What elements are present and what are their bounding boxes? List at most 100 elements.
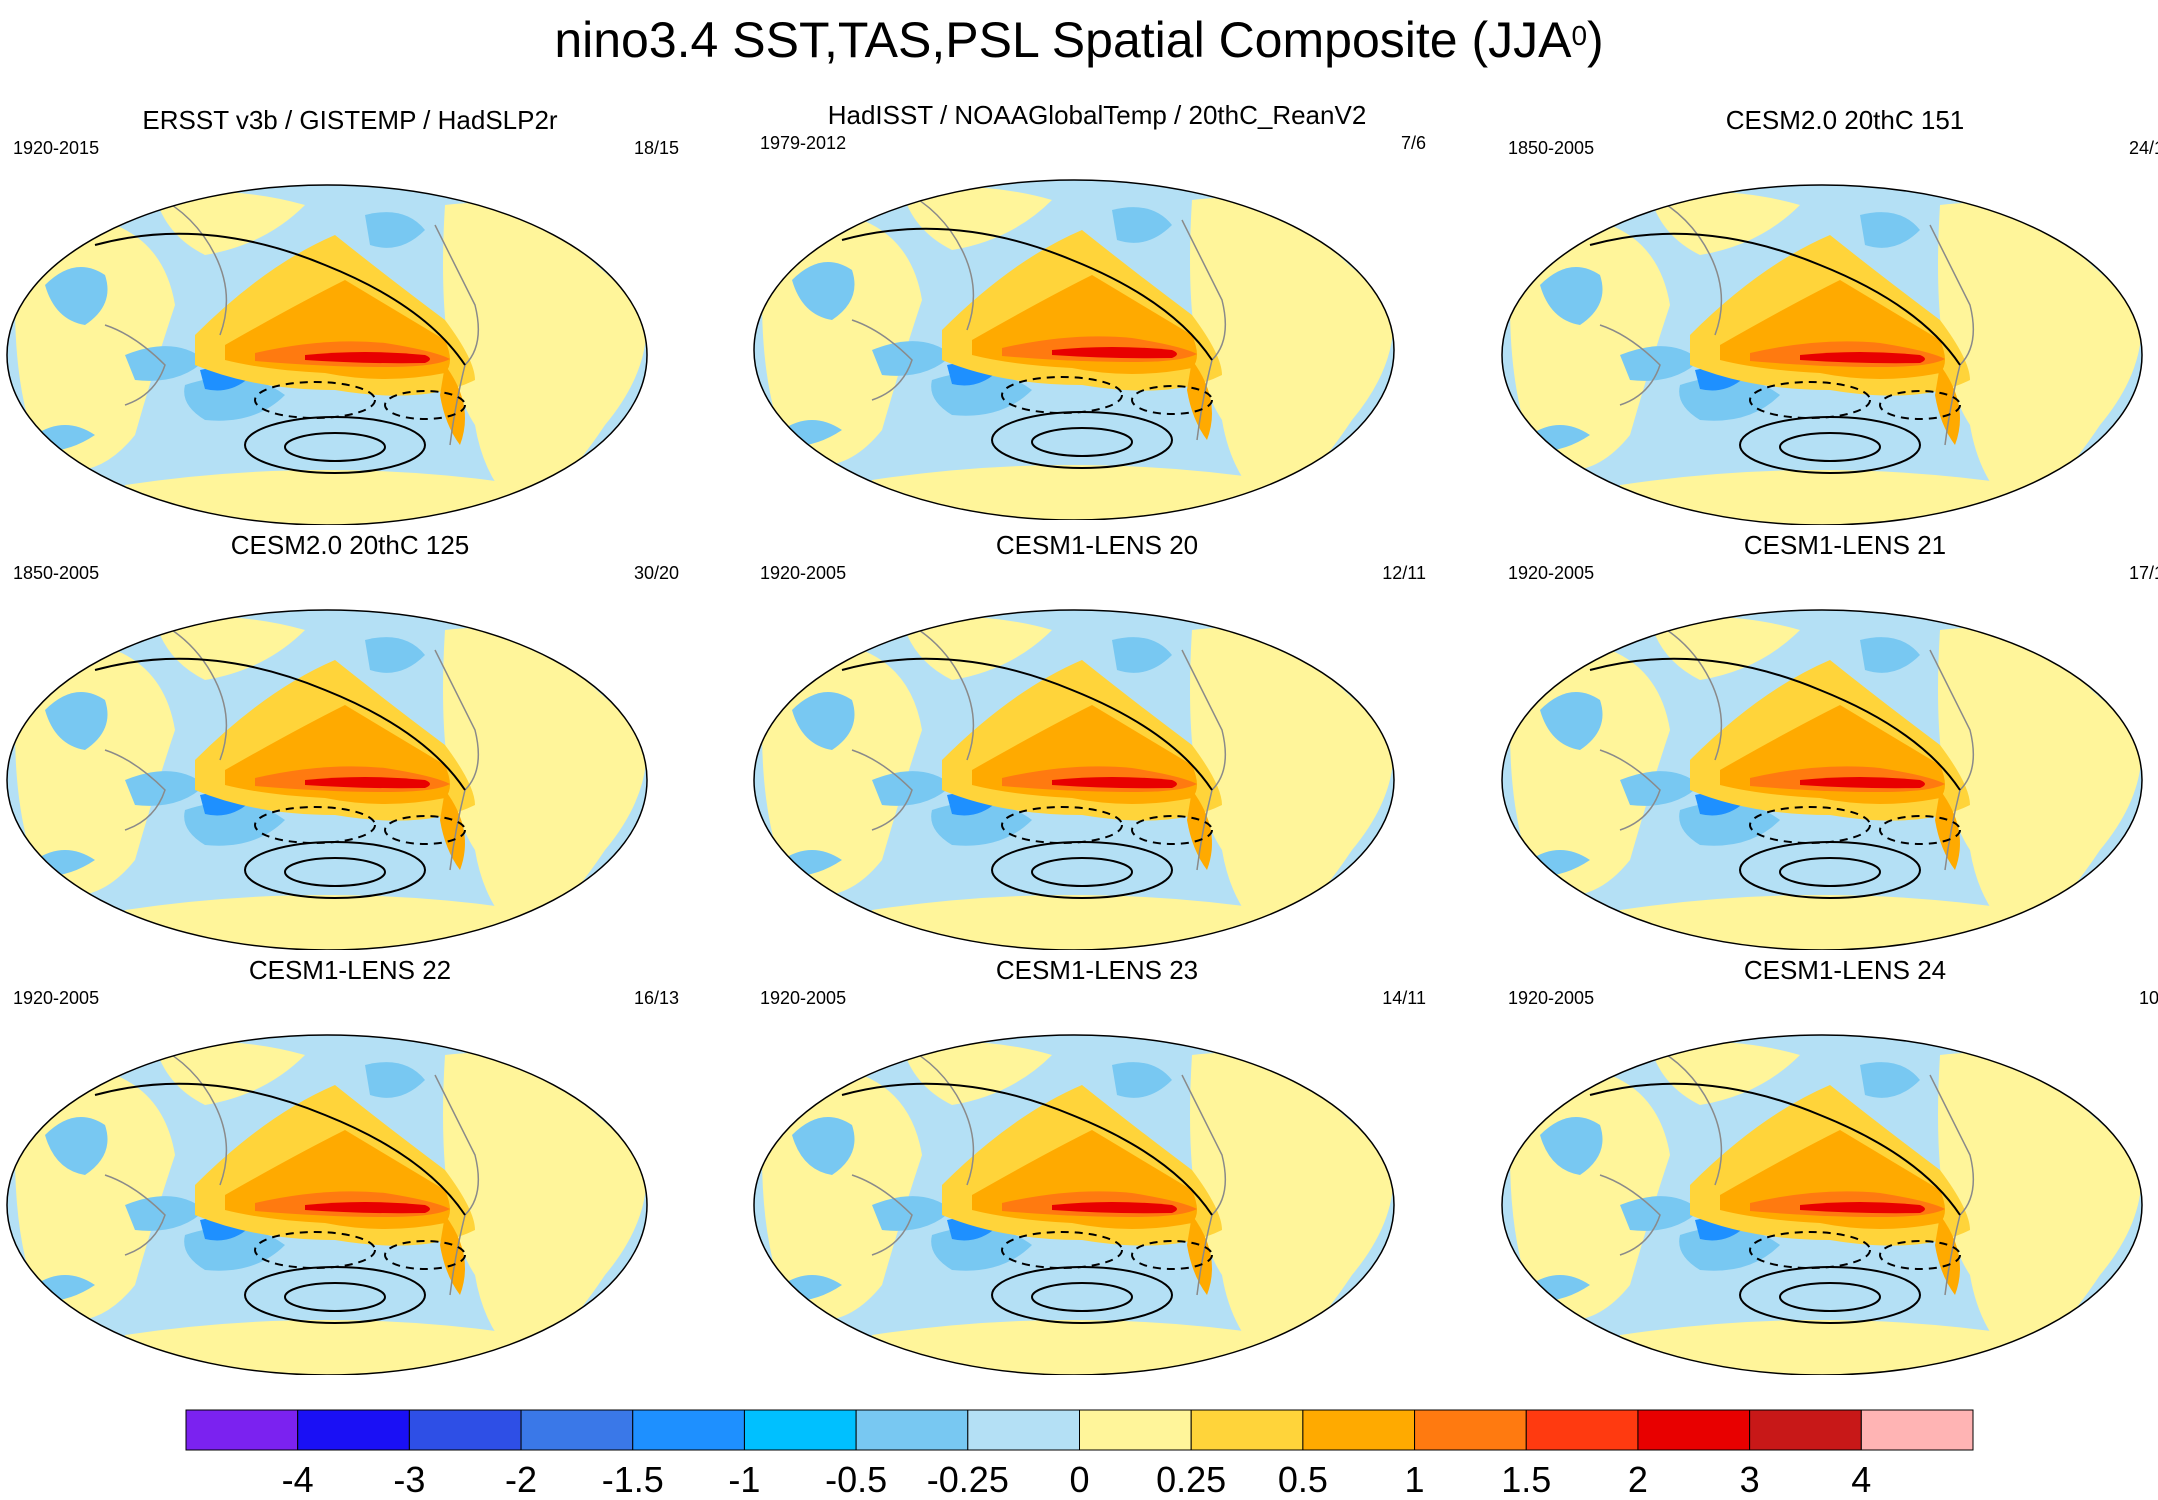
- colorbar-label: 0.25: [1156, 1459, 1226, 1500]
- map-panel: CESM1-LENS 22 1920-2005 16/13: [5, 955, 695, 1375]
- colorbar-label: 1.5: [1501, 1459, 1551, 1500]
- colorbar-swatch: [1637, 1409, 1751, 1451]
- map-plot: [1501, 609, 2143, 950]
- negative-anomaly: [1112, 1062, 1172, 1098]
- psl-contour-negative: [384, 815, 466, 845]
- negative-anomaly: [1540, 692, 1603, 750]
- negative-anomaly: [872, 771, 952, 806]
- colorbar-label: -2: [505, 1459, 537, 1500]
- positive-anomaly: [1800, 777, 1925, 789]
- negative-anomaly: [1860, 1062, 1920, 1098]
- psl-contour-negative: [254, 381, 376, 419]
- coastline: [1929, 649, 1975, 871]
- panel-title: ERSST v3b / GISTEMP / HadSLP2r: [142, 105, 558, 135]
- map-panel: HadISST / NOAAGlobalTemp / 20thC_ReanV2 1…: [752, 100, 1442, 520]
- figure-title-superscript: 0: [1571, 20, 1588, 51]
- land-anomaly: [902, 186, 1052, 250]
- colorbar-label: 0: [1069, 1459, 1089, 1500]
- colorbar-swatch: [967, 1409, 1080, 1451]
- map-outline: [753, 1034, 1395, 1375]
- panel-title: HadISST / NOAAGlobalTemp / 20thC_ReanV2: [827, 100, 1367, 130]
- psl-contour-negative: [1879, 1240, 1961, 1270]
- panel-years: 1920-2005: [760, 563, 847, 583]
- negative-anomaly: [792, 262, 855, 320]
- colorbar-swatch: [1525, 1409, 1639, 1451]
- map-plot: [6, 609, 648, 950]
- map-plot: [753, 1034, 1395, 1375]
- negative-anomaly: [1540, 1117, 1603, 1175]
- land-anomaly: [125, 470, 525, 525]
- negative-anomaly: [365, 212, 425, 248]
- coastline: [1599, 749, 1661, 831]
- map-outline: [6, 609, 648, 950]
- colorbar-swatch: [1190, 1409, 1304, 1451]
- map-outline: [6, 184, 648, 525]
- colorbar-label: -3: [393, 1459, 425, 1500]
- land-anomaly: [443, 628, 647, 940]
- map-panel: CESM1-LENS 20 1920-2005 12/11: [752, 530, 1442, 950]
- positive-anomaly: [440, 365, 465, 445]
- map-plot: [1501, 1034, 2143, 1375]
- colorbar-swatch: [743, 1409, 857, 1451]
- panel-title: CESM2.0 20thC 151: [1725, 105, 1965, 135]
- colorbar-swatch: [1860, 1409, 1974, 1451]
- map-field: [1502, 1035, 2142, 1375]
- coastline: [901, 619, 975, 761]
- land-anomaly: [155, 1041, 305, 1105]
- map-panel: CESM2.0 20thC 151 1850-2005 24/19: [1500, 105, 2158, 525]
- colorbar-label: -0.5: [825, 1459, 887, 1500]
- map-panel: CESM2.0 20thC 125 1850-2005 30/20: [5, 530, 695, 950]
- map-outline: [753, 609, 1395, 950]
- positive-anomaly: [1935, 365, 1960, 445]
- psl-contour: [1779, 432, 1881, 462]
- panel-title: CESM1-LENS 24: [1743, 955, 1947, 985]
- panel-count: 10/9: [2138, 988, 2158, 1008]
- psl-contour: [1589, 1082, 1961, 1216]
- land-anomaly: [902, 616, 1052, 680]
- panel-count: 7/6: [1400, 133, 1426, 153]
- coastline: [1181, 1074, 1227, 1296]
- map-plot: [6, 1034, 648, 1375]
- positive-anomaly: [1187, 1215, 1212, 1295]
- land-anomaly: [1620, 470, 2020, 525]
- coastline: [434, 224, 480, 446]
- land-anomaly: [1190, 198, 1394, 510]
- panel-count: 12/11: [1382, 563, 1426, 583]
- coastline: [1181, 219, 1227, 441]
- colorbar-label: 3: [1740, 1459, 1760, 1500]
- negative-anomaly: [1112, 637, 1172, 673]
- coastline: [1599, 1174, 1661, 1256]
- panel-count: 30/20: [633, 563, 679, 583]
- psl-contour: [284, 857, 386, 887]
- panel-count: 17/13: [2128, 563, 2158, 583]
- psl-contour: [1031, 1282, 1133, 1312]
- negative-anomaly: [792, 1117, 855, 1175]
- coastline: [1181, 649, 1227, 871]
- map-outline: [753, 179, 1395, 520]
- psl-contour: [94, 657, 466, 791]
- coastline: [1649, 1044, 1723, 1186]
- land-anomaly: [125, 895, 525, 950]
- coastline: [1929, 224, 1975, 446]
- map-panel: CESM1-LENS 21 1920-2005 17/13: [1500, 530, 2158, 950]
- positive-anomaly: [1935, 1215, 1960, 1295]
- colorbar-label: 1: [1405, 1459, 1425, 1500]
- land-anomaly: [872, 465, 1272, 520]
- colorbar-swatch: [408, 1409, 522, 1451]
- psl-contour-negative: [384, 390, 466, 420]
- land-anomaly: [1190, 628, 1394, 940]
- figure-title-close: ): [1587, 12, 1604, 68]
- negative-anomaly: [1860, 637, 1920, 673]
- positive-anomaly: [440, 790, 465, 870]
- psl-contour: [1589, 657, 1961, 791]
- land-anomaly: [872, 895, 1272, 950]
- colorbar-swatch: [1749, 1409, 1862, 1451]
- colorbar-label: -0.25: [927, 1459, 1009, 1500]
- negative-anomaly: [1860, 212, 1920, 248]
- psl-contour-negative: [254, 1231, 376, 1269]
- negative-anomaly: [1620, 346, 1700, 381]
- colorbar-swatch: [185, 1409, 299, 1451]
- map-panel: CESM1-LENS 24 1920-2005 10/9: [1500, 955, 2158, 1375]
- psl-contour: [1589, 232, 1961, 366]
- panel-count: 14/11: [1382, 988, 1426, 1008]
